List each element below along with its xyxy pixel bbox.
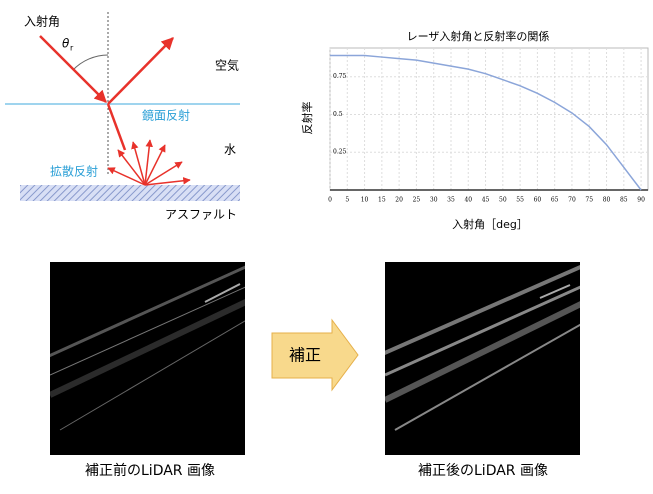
label: アスファルト xyxy=(165,208,237,222)
label: 水 xyxy=(224,143,236,157)
asphalt xyxy=(20,185,240,201)
x-tick-label: 75 xyxy=(585,197,593,204)
x-tick-label: 40 xyxy=(464,197,472,204)
plot-area xyxy=(330,48,648,190)
label: r xyxy=(70,44,74,53)
chart: レーザ入射角と反射率の関係 反射率 入射角［deg］ 0 5 10 15 20 25 30 3… xyxy=(300,29,648,231)
lidar-after xyxy=(385,262,580,455)
label: 空気 xyxy=(215,58,239,73)
x-tick-label: 70 xyxy=(568,197,576,204)
caption: 補正後のLiDAR 画像 xyxy=(418,463,548,479)
x-tick-label: 25 xyxy=(413,197,421,204)
x-tick-label: 60 xyxy=(534,197,542,204)
x-tick-label: 55 xyxy=(516,197,524,204)
comparison: 補正 補正前のLiDAR 画像 補正後のLiDAR 画像 xyxy=(40,262,585,479)
x-tick-label: 85 xyxy=(620,197,628,204)
refracted-ray xyxy=(108,104,125,150)
label: 拡散反射 xyxy=(50,164,98,179)
x-tick-label: 15 xyxy=(378,197,386,204)
x-tick-label: 90 xyxy=(637,197,645,204)
label: θ xyxy=(62,37,70,51)
x-tick-label: 35 xyxy=(447,197,455,204)
caption: 補正前のLiDAR 画像 xyxy=(85,462,215,479)
x-tick-label: 50 xyxy=(499,197,507,204)
y-axis-label: 反射率 xyxy=(300,102,314,135)
x-tick-label: 45 xyxy=(482,197,490,204)
x-tick-label: 30 xyxy=(430,197,438,204)
label: 鏡面反射 xyxy=(142,108,190,123)
y-tick-label: 0.25 xyxy=(333,149,347,156)
arrow-label: 補正 xyxy=(289,346,321,365)
reflected-ray xyxy=(108,38,173,104)
physics-diagram: 入射角 θ r 空気 鏡面反射 水 拡散反射 アスファルト xyxy=(5,12,240,222)
x-tick-label: 80 xyxy=(603,197,611,204)
label: 入射角 xyxy=(24,14,60,29)
x-tick-label: 65 xyxy=(551,197,559,204)
y-tick-label: 0.5 xyxy=(333,111,343,118)
x-tick-label: 0 xyxy=(328,197,332,204)
y-tick-label: 0.75 xyxy=(333,73,347,80)
diffuse-rays xyxy=(108,140,190,185)
angle-arc xyxy=(73,55,108,70)
page: 入射角 θ r 空気 鏡面反射 水 拡散反射 アスファルト レーザ入射角と反射率… xyxy=(0,0,653,490)
chart-title: レーザ入射角と反射率の関係 xyxy=(407,29,550,43)
x-tick-label: 10 xyxy=(361,197,369,204)
x-tick-label: 5 xyxy=(345,197,349,204)
x-axis-label: 入射角［deg］ xyxy=(452,217,528,231)
x-tick-label: 20 xyxy=(395,197,403,204)
lidar-before xyxy=(50,262,245,455)
